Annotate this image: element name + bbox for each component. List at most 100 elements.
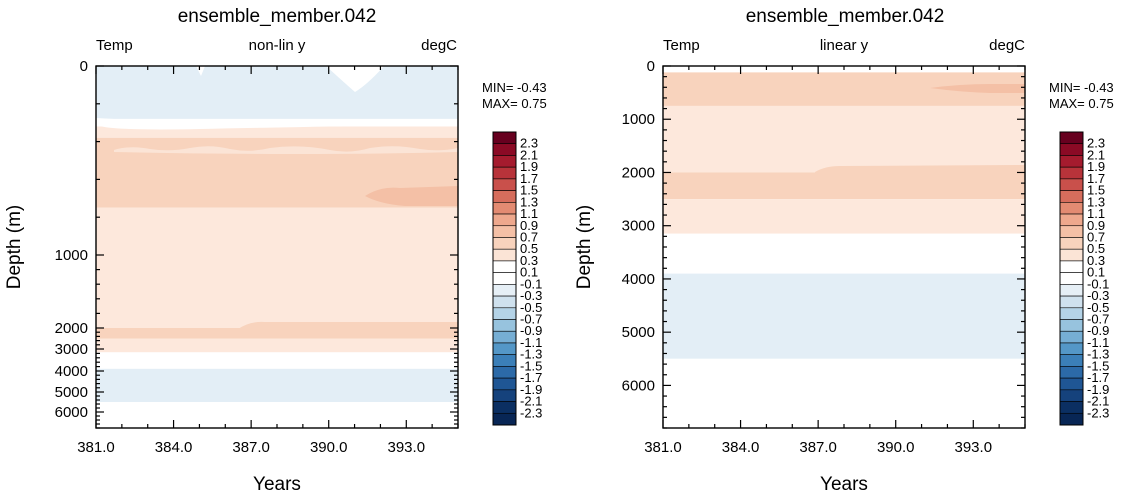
left-colorbar-label: 2.1 xyxy=(520,147,538,162)
left-x-tick-label: 390.0 xyxy=(310,439,348,456)
left-warm-core xyxy=(365,186,458,206)
left-band-8 xyxy=(96,368,458,402)
left-colorbar: 2.32.11.91.71.51.31.10.90.70.50.30.1-0.1… xyxy=(492,131,542,426)
right-colorbar-label: -1.7 xyxy=(1087,370,1109,385)
left-colorbar-label: 0.5 xyxy=(520,241,538,256)
left-x-tick-label: 381.0 xyxy=(77,439,115,456)
left-min-label: MIN= -0.43 xyxy=(482,80,547,95)
left-panel: ensemble_member.042 Temp non-lin y degC … xyxy=(4,6,547,495)
left-colorbar-swatch xyxy=(492,190,517,203)
left-x-axis: 381.0 384.0 387.0 390.0 393.0 xyxy=(77,66,459,456)
right-min-label: MIN= -0.43 xyxy=(1049,80,1114,95)
left-y-tick-label: 1000 xyxy=(55,247,88,264)
right-colorbar-swatch xyxy=(1059,272,1084,285)
right-colorbar-label: 0.9 xyxy=(1087,218,1105,233)
left-scale-label: non-lin y xyxy=(249,37,306,54)
left-y-tick-label: 2000 xyxy=(55,320,88,337)
right-y-tick-label: 1000 xyxy=(622,111,655,128)
right-colorbar-label: -0.1 xyxy=(1087,276,1109,291)
left-thin-gap xyxy=(96,118,458,130)
right-colorbar-swatch xyxy=(1059,366,1084,379)
right-warm-core xyxy=(930,84,1025,93)
left-colorbar-swatch xyxy=(492,412,517,426)
right-y-tick-label: 3000 xyxy=(622,218,655,235)
right-colorbar-swatch xyxy=(1059,295,1084,309)
left-colorbar-swatch xyxy=(492,272,517,285)
right-band-3 xyxy=(663,172,1025,200)
left-heatmap xyxy=(96,66,458,428)
left-colorbar-label: -1.5 xyxy=(520,358,542,373)
right-variable-label: Temp xyxy=(663,37,700,54)
right-colorbar-swatch xyxy=(1059,202,1084,215)
right-colorbar-label: -0.5 xyxy=(1087,300,1109,315)
left-y-axis-label: Depth (m) xyxy=(4,205,25,289)
right-x-axis: 381.0 384.0 387.0 390.0 393.0 xyxy=(644,66,1026,456)
left-colorbar-label: 0.7 xyxy=(520,229,538,244)
left-colorbar-label: 1.5 xyxy=(520,183,538,198)
right-colorbar-swatch xyxy=(1059,260,1084,273)
left-y-tick-label: 6000 xyxy=(55,404,88,421)
left-band-7 xyxy=(96,352,458,369)
left-colorbar-label: 1.7 xyxy=(520,171,538,186)
left-colorbar-label: 1.3 xyxy=(520,194,538,209)
left-contour-features xyxy=(96,66,458,338)
right-colorbar-label: 2.3 xyxy=(1087,136,1105,151)
right-colorbar-swatch xyxy=(1059,248,1084,262)
right-colorbar-swatch xyxy=(1059,377,1084,391)
right-band-5 xyxy=(663,233,1025,274)
left-band-9 xyxy=(96,402,458,428)
left-colorbar-swatch xyxy=(492,213,517,227)
left-colorbar-swatch xyxy=(492,225,517,238)
left-wavy-boundary xyxy=(114,146,458,154)
left-surface-notch xyxy=(326,66,384,92)
right-x-tick-label: 387.0 xyxy=(799,439,837,456)
right-band-6 xyxy=(663,273,1025,359)
left-colorbar-swatch xyxy=(492,284,517,297)
right-colorbar-label: -2.1 xyxy=(1087,394,1109,409)
right-colorbar-swatch xyxy=(1059,307,1084,320)
right-x-tick-label: 384.0 xyxy=(722,439,760,456)
left-y-tick-label: 4000 xyxy=(55,363,88,380)
left-colorbar-swatch xyxy=(492,260,517,273)
right-colorbar-swatch xyxy=(1059,412,1084,426)
left-x-axis-label: Years xyxy=(253,474,301,495)
right-colorbar-label: 1.3 xyxy=(1087,194,1105,209)
left-y-tick-label: 0 xyxy=(80,58,88,75)
left-colorbar-label: -0.1 xyxy=(520,276,542,291)
right-colorbar-label: 0.1 xyxy=(1087,265,1105,280)
right-colorbar-label: 0.7 xyxy=(1087,229,1105,244)
left-x-tick-label: 393.0 xyxy=(388,439,426,456)
left-colorbar-label: -1.9 xyxy=(520,382,542,397)
right-colorbar-label: -0.9 xyxy=(1087,323,1109,338)
left-colorbar-swatch xyxy=(492,389,517,402)
right-colorbar-label: 1.5 xyxy=(1087,183,1105,198)
left-band-4 xyxy=(96,207,458,328)
left-colorbar-label: -1.7 xyxy=(520,370,542,385)
left-colorbar-swatch xyxy=(492,178,517,191)
left-colorbar-label: 0.3 xyxy=(520,253,538,268)
right-colorbar-label: -1.1 xyxy=(1087,335,1109,350)
left-colorbar-frame xyxy=(492,131,517,426)
right-x-tick-label: 390.0 xyxy=(877,439,915,456)
left-max-label: MAX= 0.75 xyxy=(482,96,547,111)
right-colorbar-label: -2.3 xyxy=(1087,405,1109,420)
right-band-4 xyxy=(663,199,1025,234)
right-colorbar-label: -0.7 xyxy=(1087,312,1109,327)
right-warm-band-step xyxy=(815,165,1025,176)
right-colorbar-swatch xyxy=(1059,155,1084,168)
left-colorbar-swatch xyxy=(492,342,517,355)
left-colorbar-label: 1.1 xyxy=(520,206,538,221)
left-x-tick-label: 387.0 xyxy=(232,439,270,456)
left-colorbar-swatch xyxy=(492,319,517,332)
left-colorbar-swatch xyxy=(492,166,517,180)
left-colorbar-swatch xyxy=(492,131,517,145)
left-colorbar-swatch xyxy=(492,295,517,309)
right-x-tick-label: 381.0 xyxy=(644,439,682,456)
left-colorbar-label: -2.3 xyxy=(520,405,542,420)
right-colorbar-swatch xyxy=(1059,319,1084,332)
left-colorbar-label: 0.1 xyxy=(520,265,538,280)
right-colorbar-label: 1.9 xyxy=(1087,159,1105,174)
right-y-axis-label: Depth (m) xyxy=(574,205,595,289)
right-band-2 xyxy=(663,105,1025,173)
left-band-0 xyxy=(96,66,458,119)
